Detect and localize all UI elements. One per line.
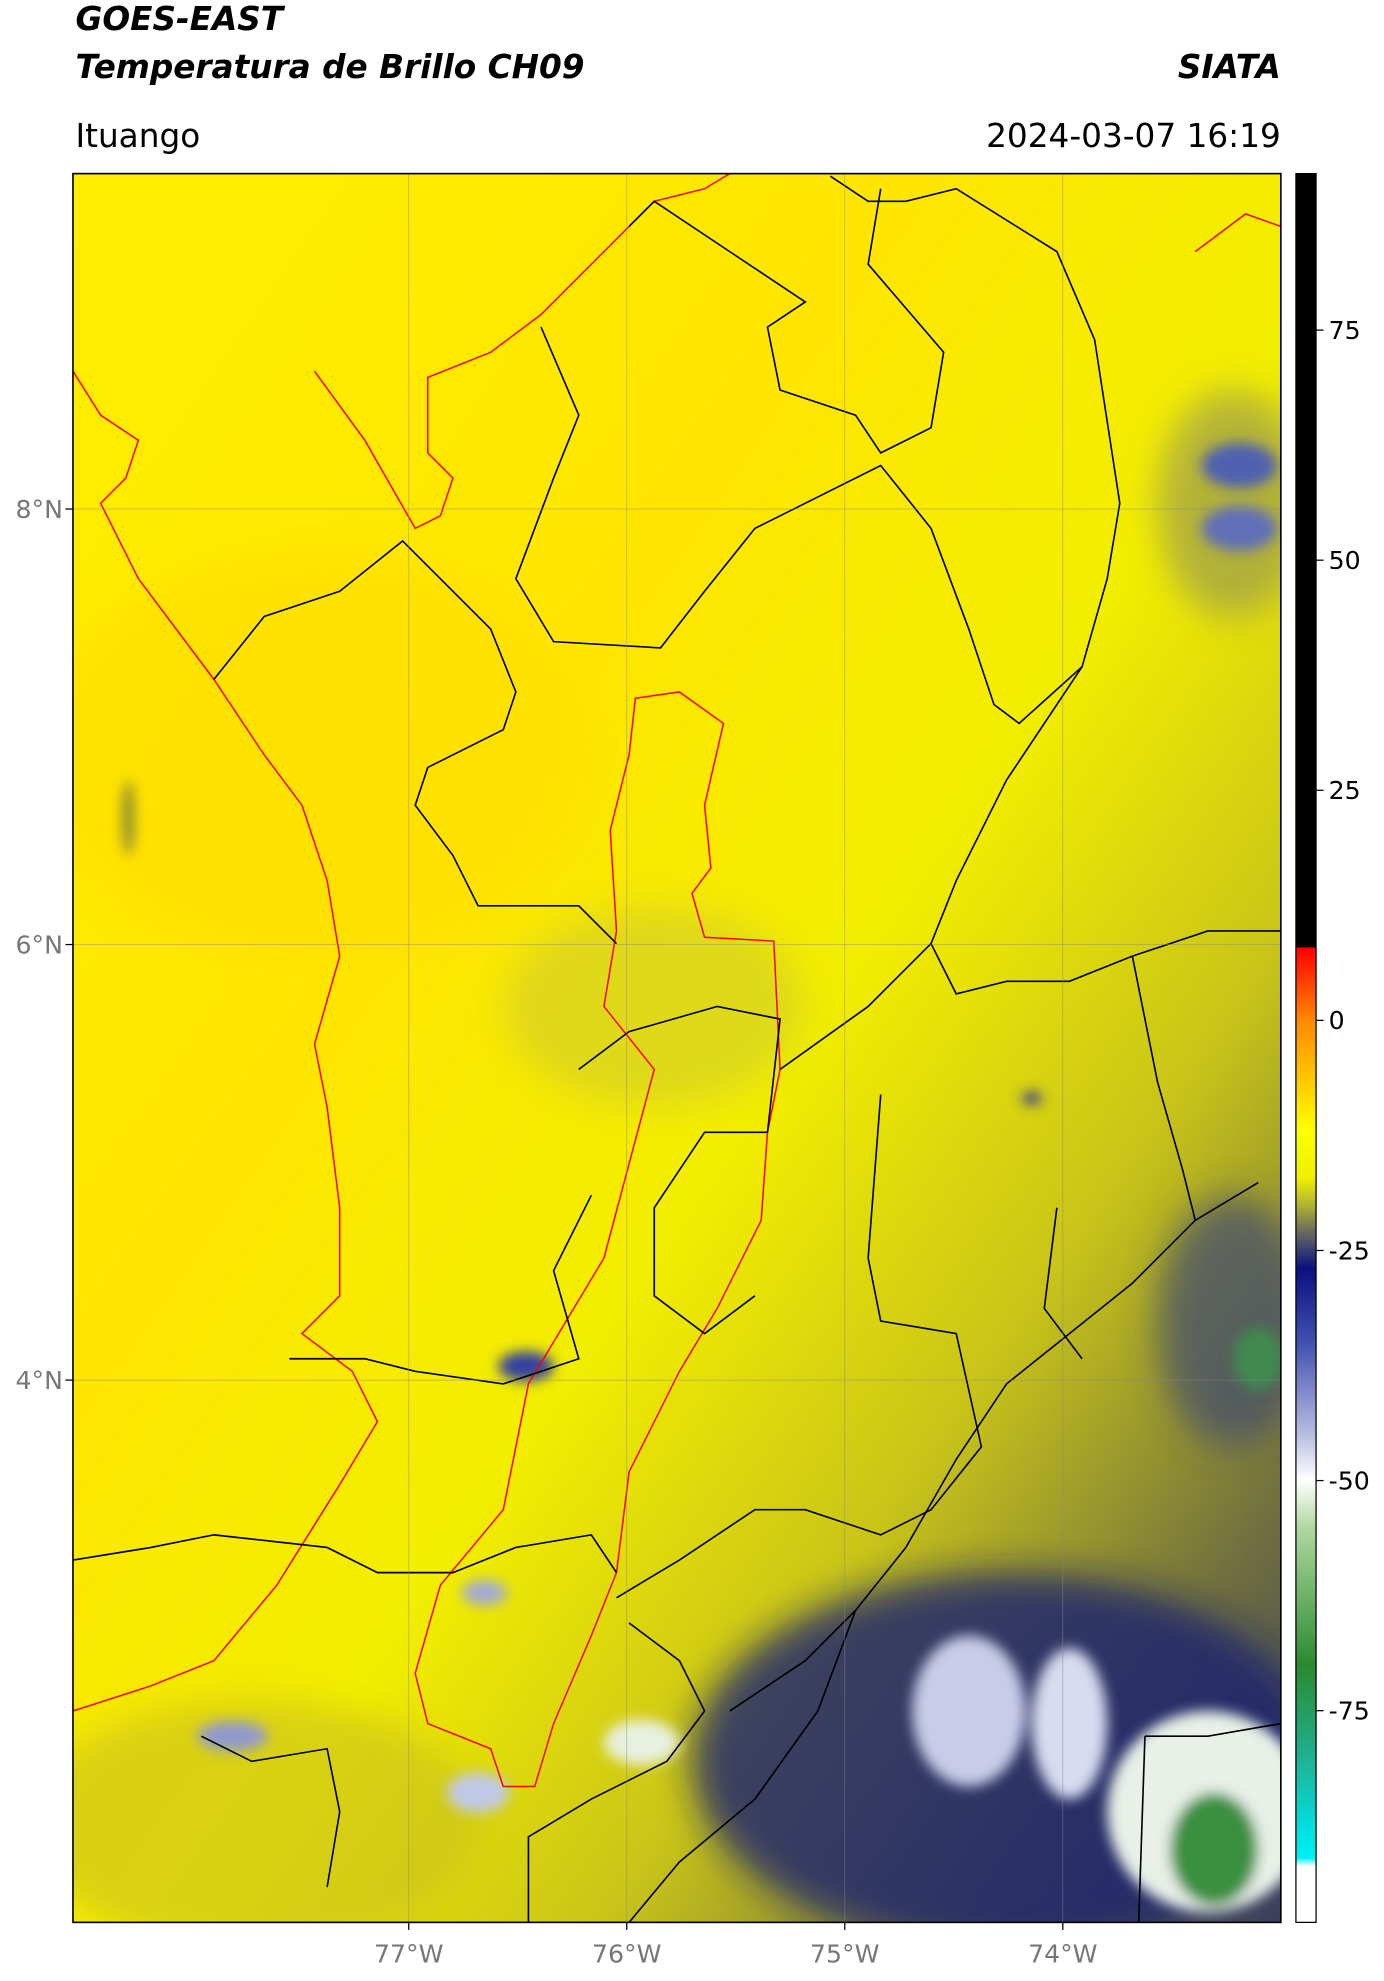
- borders: [72, 175, 1281, 1923]
- map-image: [72, 173, 1281, 1923]
- colorbar-tick-label: -25: [1329, 1236, 1370, 1265]
- x-tick-label: 76°W: [592, 1940, 662, 1969]
- coastline: [72, 173, 1281, 1788]
- colorbar: [1295, 172, 1317, 1924]
- location: Ituango: [75, 117, 200, 155]
- y-tick-label: 4°N: [16, 1366, 63, 1395]
- colorbar-tick-label: -50: [1329, 1466, 1370, 1495]
- subtitle: Temperatura de Brillo CH09: [75, 48, 584, 86]
- y-tick-label: 8°N: [16, 495, 63, 524]
- title: GOES-EAST: [75, 0, 285, 38]
- cold-tops: [122, 442, 1281, 1913]
- source: SIATA: [1178, 48, 1281, 86]
- x-tick-label: 75°W: [810, 1940, 880, 1969]
- map-frame: [72, 172, 1282, 1924]
- colorbar-tick-label: 75: [1329, 316, 1361, 345]
- x-tick-label: 74°W: [1028, 1940, 1098, 1969]
- y-tick-label: 6°N: [16, 930, 63, 959]
- x-tick-label: 77°W: [374, 1940, 444, 1969]
- grid: [72, 173, 1281, 1923]
- colorbar-tick-label: 50: [1329, 546, 1361, 575]
- colorbar-tick-label: -75: [1329, 1696, 1370, 1725]
- colorbar-tick-label: 25: [1329, 776, 1361, 805]
- colorbar-tick-label: 0: [1329, 1006, 1345, 1035]
- datetime: 2024-03-07 16:19: [986, 117, 1281, 155]
